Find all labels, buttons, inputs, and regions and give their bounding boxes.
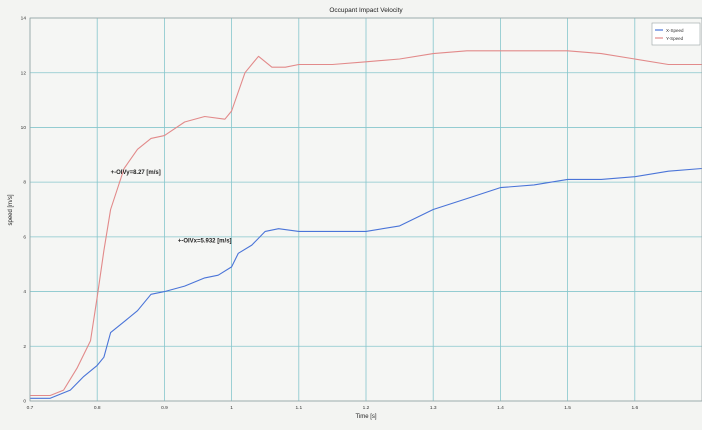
annotation-oivx: +-OIVx=5.932 [m/s]	[178, 238, 232, 244]
chart-title: Occupant Impact Velocity	[329, 7, 403, 14]
x-tick-label: 1	[230, 405, 233, 411]
x-tick-label: 0.8	[94, 405, 101, 411]
y-axis-label: speed [m/s]	[8, 194, 14, 225]
y-tick-label: 12	[21, 70, 27, 76]
x-tick-label: 1.1	[295, 405, 302, 411]
y-tick-label: 8	[23, 180, 26, 186]
y-tick-label: 4	[23, 289, 26, 295]
x-tick-label: 1.6	[631, 405, 638, 411]
x-tick-label: 1.5	[564, 405, 571, 411]
x-tick-label: 0.9	[161, 405, 168, 411]
x-tick-label: 0.7	[27, 405, 34, 411]
x-axis-label: Time [s]	[355, 414, 376, 420]
x-tick-label: 1.4	[497, 405, 504, 411]
legend: X-Speed Y-Speed	[652, 23, 700, 45]
legend-box	[652, 23, 700, 45]
legend-label-x-speed: X-Speed	[666, 28, 684, 33]
x-tick-label: 1.2	[363, 405, 370, 411]
x-tick-label: 1.3	[430, 405, 437, 411]
y-tick-label: 2	[23, 344, 26, 350]
legend-label-y-speed: Y-Speed	[666, 36, 684, 41]
y-tick-label: 6	[23, 234, 26, 240]
y-tick-label: 14	[21, 16, 27, 22]
annotation-oivy: +-OIVy=8.27 [m/s]	[111, 170, 161, 176]
y-tick-label: 0	[23, 399, 26, 405]
y-tick-label: 10	[21, 125, 27, 131]
